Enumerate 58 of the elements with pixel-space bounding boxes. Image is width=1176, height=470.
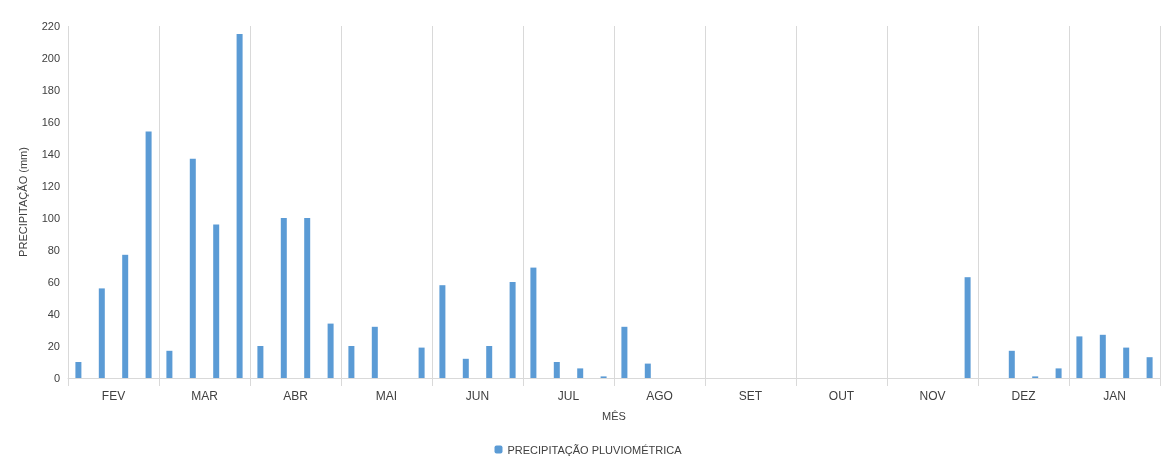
y-tick-label: 220 xyxy=(41,20,60,32)
bar xyxy=(75,362,82,378)
bar xyxy=(644,363,651,378)
x-tick-label: AGO xyxy=(646,389,673,403)
bar xyxy=(166,350,173,378)
bar xyxy=(371,326,378,378)
x-tick-label: OUT xyxy=(828,389,855,403)
x-tick-label: JUL xyxy=(557,389,580,403)
bar xyxy=(1076,336,1083,378)
y-tick-label: 0 xyxy=(53,372,60,384)
bar xyxy=(304,218,311,378)
bar xyxy=(236,34,243,378)
y-tick-label: 160 xyxy=(41,116,60,128)
y-tick-label: 200 xyxy=(41,52,60,64)
bar xyxy=(98,288,105,378)
bar xyxy=(122,254,129,378)
bar xyxy=(621,326,628,378)
bar xyxy=(1146,357,1153,378)
y-tick-label: 120 xyxy=(41,180,60,192)
x-tick-label: NOV xyxy=(919,389,946,403)
x-tick-label: FEV xyxy=(101,389,126,403)
x-tick-label: SET xyxy=(738,389,763,403)
bar xyxy=(1008,350,1015,378)
bar xyxy=(509,282,516,378)
legend-label: PRECIPITAÇÃO PLUVIOMÉTRICA xyxy=(507,443,683,456)
bar xyxy=(327,323,334,378)
x-tick-label: JUN xyxy=(465,389,490,403)
x-tick-label: MAI xyxy=(375,389,398,403)
y-tick-label: 20 xyxy=(47,340,60,352)
bar xyxy=(553,362,560,378)
y-tick-label: 140 xyxy=(41,148,60,160)
x-axis-title: MÊS xyxy=(602,409,626,422)
bar xyxy=(189,158,196,378)
bar xyxy=(257,346,264,378)
bar xyxy=(1123,347,1130,378)
y-tick-label: 60 xyxy=(47,276,60,288)
bar xyxy=(280,218,287,378)
y-tick-label: 100 xyxy=(41,212,60,224)
bar xyxy=(1055,368,1062,378)
bar xyxy=(348,346,355,378)
y-axis-title: PRECIPITAÇÃO (mm) xyxy=(16,147,29,257)
bar xyxy=(213,224,220,378)
bar xyxy=(486,346,493,378)
y-tick-label: 40 xyxy=(47,308,60,320)
bar xyxy=(530,267,537,378)
x-tick-label: ABR xyxy=(283,389,309,403)
y-tick-label: 80 xyxy=(47,244,60,256)
x-tick-label: MAR xyxy=(191,389,219,403)
bar xyxy=(439,285,446,378)
bar xyxy=(145,131,152,378)
y-tick-label: 180 xyxy=(41,84,60,96)
x-tick-label: JAN xyxy=(1103,389,1126,403)
bar xyxy=(418,347,425,378)
bar xyxy=(1099,334,1106,378)
bar xyxy=(964,277,971,378)
bar xyxy=(462,358,469,378)
x-tick-label: DEZ xyxy=(1011,389,1036,403)
bar xyxy=(577,368,584,378)
